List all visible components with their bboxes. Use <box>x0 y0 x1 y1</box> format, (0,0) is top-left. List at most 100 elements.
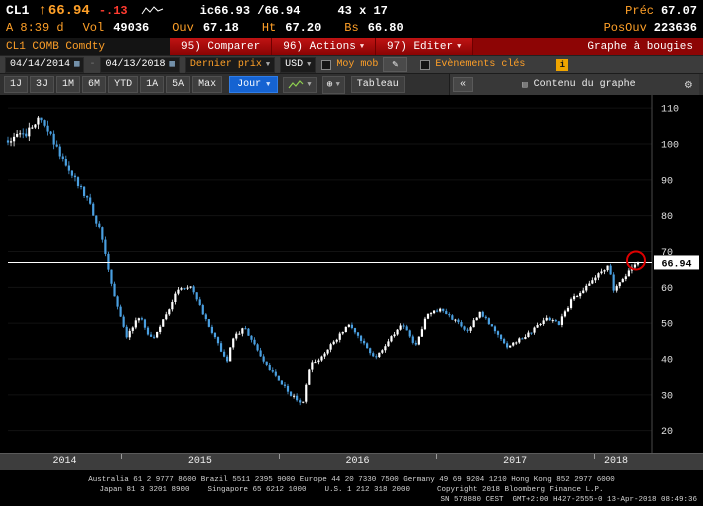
candle-body <box>107 253 110 270</box>
candle-body <box>122 316 125 327</box>
volume-value: 49036 <box>113 20 150 35</box>
candlestick-chart[interactable]: 20 30 40 50 60 70 80 90 100 110 66.94 <box>0 95 703 453</box>
range-button-1m[interactable]: 1M <box>56 76 81 93</box>
candle-body <box>502 339 506 344</box>
candle-body <box>393 334 396 337</box>
interval-dropdown[interactable]: Jour ▼ <box>229 76 279 93</box>
year-tick <box>593 454 595 459</box>
candle-body <box>612 274 615 291</box>
candle-body <box>460 322 463 327</box>
annotate-pencil-button[interactable]: ✎ <box>383 57 408 72</box>
edit-menu-button[interactable]: 97) Editer ▼ <box>376 38 474 55</box>
candle-body <box>442 308 445 311</box>
candle-body <box>347 324 350 327</box>
candle-body <box>405 326 408 331</box>
candle-body <box>426 313 430 319</box>
zoom-tool-dropdown[interactable]: ⊕ ▼ <box>321 75 345 94</box>
candle-body <box>177 289 180 294</box>
candle-body <box>113 283 116 297</box>
x-axis-year-strip: 2014 2015 2016 2017 2018 <box>0 453 703 470</box>
candle-body <box>28 127 31 137</box>
date-from-value: 04/14/2014 <box>10 59 71 70</box>
candle-body <box>274 371 277 376</box>
candle-body <box>381 350 384 353</box>
candle-body <box>280 380 284 385</box>
moving-average-checkbox[interactable] <box>321 59 332 70</box>
collapse-panel-button[interactable]: « <box>453 77 474 92</box>
candle-body <box>585 285 588 291</box>
candle-body <box>387 341 390 347</box>
function-title: Graphe à bougies <box>587 40 693 53</box>
candle-body <box>399 325 402 330</box>
candle-body <box>292 395 296 397</box>
candle-body <box>256 344 259 351</box>
candle-body <box>414 342 417 345</box>
chart-type-dropdown[interactable]: ▼ <box>283 76 317 93</box>
candle-body <box>61 156 64 160</box>
candle-body <box>572 296 576 300</box>
candle-body <box>46 125 49 132</box>
candle-body <box>116 296 119 307</box>
candle-body <box>159 326 162 332</box>
actions-menu-button[interactable]: 96) Actions ▼ <box>272 38 377 55</box>
date-from-field[interactable]: 04/14/2014 ▦ <box>5 56 85 73</box>
currency-value: USD <box>285 59 304 70</box>
candle-body <box>22 133 25 135</box>
candle-body <box>609 265 612 275</box>
price-chart-area[interactable]: 20 30 40 50 60 70 80 90 100 110 66.94 <box>0 95 703 453</box>
range-button-6m[interactable]: 6M <box>82 76 107 93</box>
volume-label: Vol <box>82 20 105 35</box>
range-button-3d[interactable]: 3J <box>30 76 55 93</box>
candle-body <box>563 311 567 317</box>
price-source-dropdown[interactable]: Dernier prix ▼ <box>184 56 276 73</box>
date-to-field[interactable]: 04/13/2018 ▦ <box>100 56 180 73</box>
candle-body <box>143 319 147 328</box>
range-button-1d[interactable]: 1J <box>4 76 29 93</box>
chevron-down-icon: ▼ <box>307 60 312 69</box>
low-label: Bs <box>344 20 359 35</box>
year-tick <box>121 454 123 459</box>
range-button-max[interactable]: Max <box>192 76 223 93</box>
date-to-value: 04/13/2018 <box>105 59 166 70</box>
info-icon[interactable]: i <box>556 58 569 71</box>
key-events-checkbox[interactable] <box>420 59 431 70</box>
candle-body <box>521 338 524 340</box>
candle-body <box>125 326 128 338</box>
open-interest-value: 223636 <box>653 20 697 35</box>
candle-body <box>569 299 573 308</box>
calendar-icon[interactable]: ▦ <box>74 59 80 69</box>
prev-close-group: Préc 67.07 <box>625 4 697 18</box>
candle-body <box>229 347 232 362</box>
settings-gear-icon[interactable]: ⚙ <box>684 78 692 92</box>
terminal-footer: Australia 61 2 9777 8600 Brazil 5511 239… <box>0 470 703 506</box>
candle-body <box>265 361 268 365</box>
year-label: 2016 <box>345 456 370 467</box>
candle-body <box>588 283 591 286</box>
candle-body <box>43 120 46 126</box>
candle-body <box>156 331 159 338</box>
candle-body <box>64 159 67 166</box>
table-button[interactable]: Tableau <box>350 76 405 93</box>
price-change: -.13 <box>98 3 128 18</box>
range-button-ytd[interactable]: YTD <box>108 76 139 93</box>
range-button-5y[interactable]: 5A <box>166 76 191 93</box>
candle-body <box>19 133 22 135</box>
candle-body <box>469 327 472 331</box>
candle-body <box>566 307 570 312</box>
candle-body <box>140 318 144 320</box>
candle-body <box>423 318 427 330</box>
range-button-1y[interactable]: 1A <box>140 76 165 93</box>
candle-body <box>493 326 497 332</box>
chevron-down-icon: ▼ <box>266 80 271 89</box>
currency-dropdown[interactable]: USD ▼ <box>280 56 317 73</box>
candle-body <box>390 336 393 342</box>
moving-average-label: Moy mob <box>336 59 379 70</box>
calendar-icon[interactable]: ▦ <box>169 59 175 69</box>
compare-menu-button[interactable]: 95) Comparer <box>170 38 273 55</box>
candle-body <box>548 317 551 321</box>
candle-body <box>408 330 411 337</box>
price-source-value: Dernier prix <box>189 59 262 70</box>
candle-body <box>350 324 354 329</box>
candle-body <box>222 351 226 357</box>
